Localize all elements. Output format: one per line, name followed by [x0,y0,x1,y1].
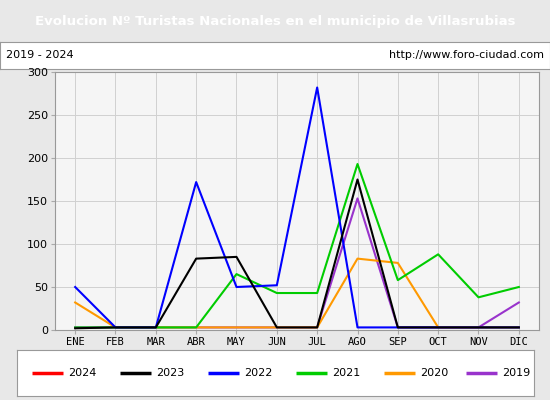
Text: Evolucion Nº Turistas Nacionales en el municipio de Villasrubias: Evolucion Nº Turistas Nacionales en el m… [35,14,515,28]
Text: 2023: 2023 [156,368,184,378]
Text: 2019 - 2024: 2019 - 2024 [6,50,73,60]
Text: http://www.foro-ciudad.com: http://www.foro-ciudad.com [389,50,544,60]
Text: 2021: 2021 [332,368,360,378]
Text: 2024: 2024 [68,368,97,378]
Text: 2019: 2019 [503,368,531,378]
Text: 2020: 2020 [420,368,448,378]
Text: 2022: 2022 [244,368,272,378]
